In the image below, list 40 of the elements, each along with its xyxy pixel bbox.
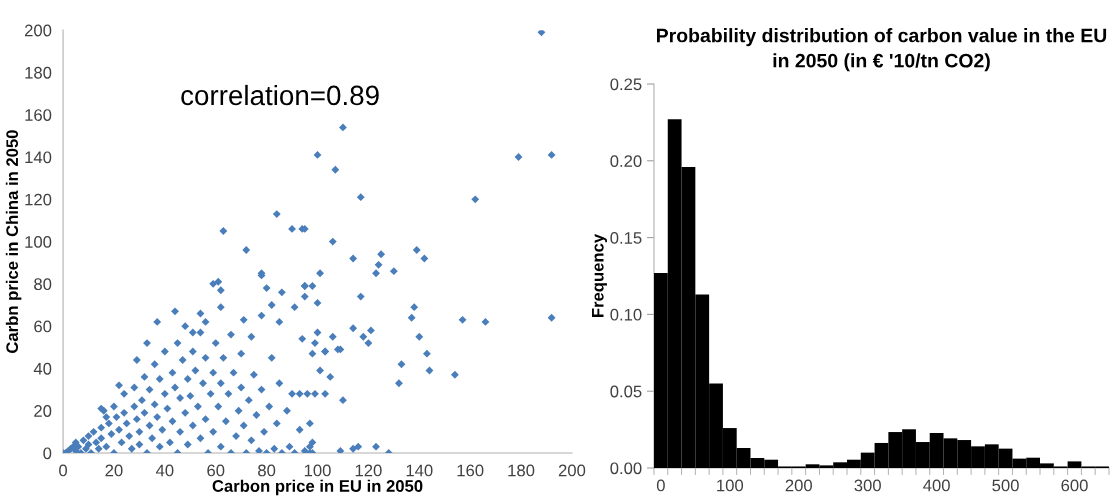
- y-tick-label: 20: [34, 405, 52, 417]
- y-tick-label: 80: [34, 278, 52, 291]
- y-axis-title: Frequency: [592, 233, 607, 318]
- x-tick-label: 100: [717, 479, 744, 492]
- y-tick-label: 0.05: [610, 385, 642, 398]
- y-tick-label: 0: [43, 447, 52, 460]
- x-tick-label: 40: [155, 464, 174, 477]
- x-tick-label: 0: [59, 464, 68, 477]
- x-tick-label: 200: [785, 479, 812, 492]
- y-axis-title: Carbn price in China in 2050: [5, 130, 22, 353]
- y-tick-label: 140: [25, 151, 52, 164]
- y-tick-label: 0.15: [610, 232, 642, 244]
- y-tick-label: 0.20: [610, 155, 642, 167]
- x-tick-label: 120: [355, 464, 382, 477]
- y-tick-label: 0.10: [610, 308, 642, 321]
- x-tick-label: 600: [1061, 479, 1088, 492]
- x-tick-label: 200: [558, 464, 586, 477]
- x-tick-label: 100: [304, 464, 331, 477]
- x-tick-label: 20: [105, 464, 123, 477]
- y-tick-label: 0.25: [610, 78, 642, 91]
- y-tick-label: 160: [25, 109, 52, 121]
- y-tick-label: 180: [25, 66, 52, 79]
- x-tick-label: 0: [656, 479, 665, 492]
- x-tick-label: 500: [992, 479, 1019, 492]
- y-tick-label: 120: [25, 193, 52, 206]
- x-tick-label: 180: [508, 464, 535, 477]
- chart-title: Probability distribution of carbon value in the EU in 2050 (in € '10/tn CO2): [657, 28, 1107, 72]
- y-tick-label: 100: [25, 235, 52, 248]
- x-tick-label: 60: [207, 464, 225, 477]
- y-tick-label: 40: [33, 362, 52, 375]
- x-tick-label: 160: [457, 464, 484, 477]
- x-axis-title: Carbon price in EU in 2050: [212, 479, 423, 496]
- x-tick-label: 300: [854, 479, 881, 492]
- y-tick-label: 60: [34, 320, 52, 333]
- annotation: correlation=0.89: [181, 84, 379, 106]
- x-tick-label: 140: [406, 464, 433, 477]
- y-tick-label: 200: [24, 24, 52, 37]
- x-tick-label: 400: [923, 479, 950, 492]
- x-tick-label: 80: [258, 464, 276, 477]
- y-tick-label: 0.00: [610, 462, 642, 475]
